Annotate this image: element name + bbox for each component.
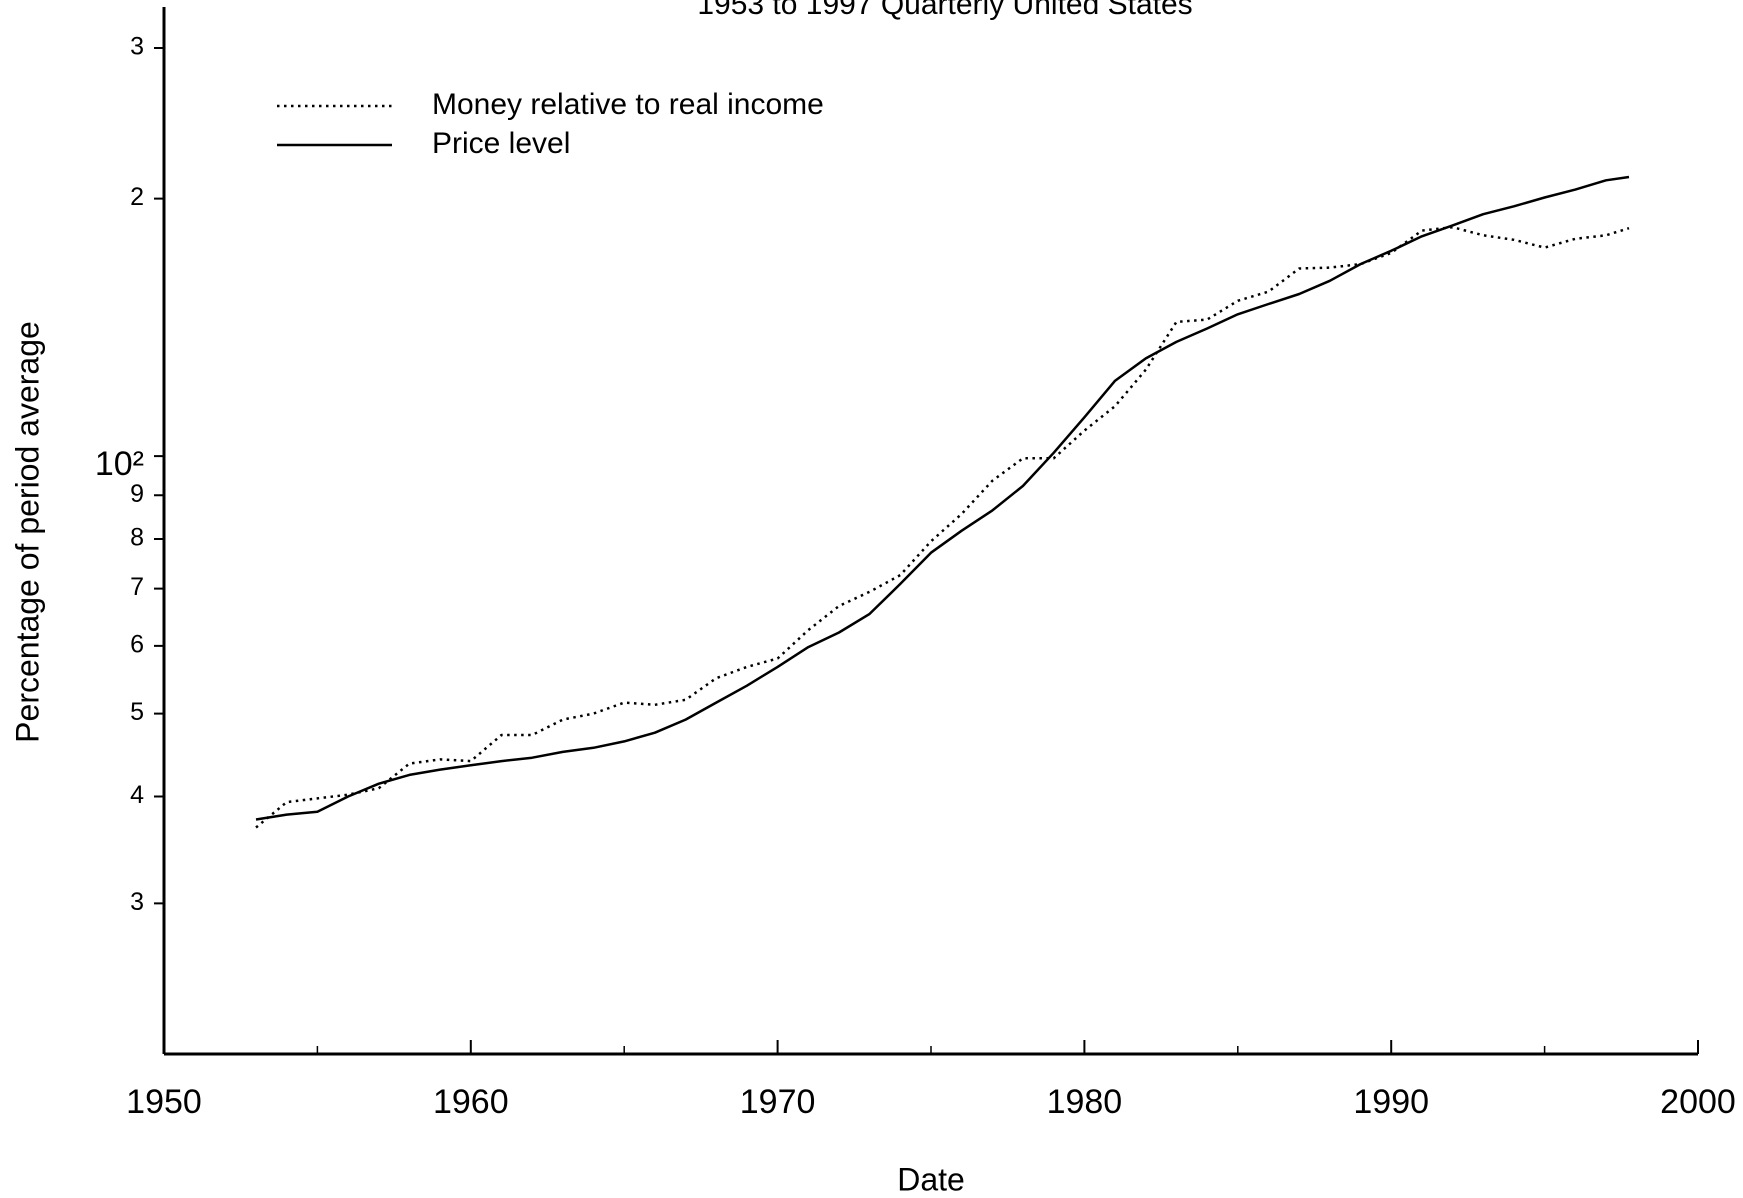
y-tick-label: 2 bbox=[130, 183, 144, 211]
x-tick-label: 1950 bbox=[126, 1083, 202, 1121]
y-tick-label: 6 bbox=[130, 630, 144, 658]
y-tick-label: 3 bbox=[130, 33, 144, 61]
x-tick-label: 1960 bbox=[433, 1083, 509, 1121]
x-tick-label: 2000 bbox=[1660, 1083, 1736, 1121]
legend-label: Price level bbox=[432, 127, 570, 160]
series-line bbox=[255, 175, 1630, 821]
y-tick-label: 9 bbox=[130, 480, 144, 508]
y-tick-label: 8 bbox=[130, 524, 144, 552]
series-line bbox=[255, 225, 1630, 829]
y-tick-label: 7 bbox=[130, 573, 144, 601]
x-tick-label: 1970 bbox=[740, 1083, 816, 1121]
x-axis-label: Date bbox=[897, 1161, 965, 1197]
y-tick-label: 4 bbox=[130, 781, 144, 809]
y-tick-label: 10² bbox=[95, 445, 144, 483]
x-tick-label: 1990 bbox=[1353, 1083, 1429, 1121]
y-tick-label: 5 bbox=[130, 698, 144, 726]
chart-title: 1953 to 1997 Quarterly United States bbox=[697, 0, 1192, 21]
x-tick-label: 1980 bbox=[1047, 1083, 1123, 1121]
y-tick-label: 3 bbox=[130, 888, 144, 916]
legend-label: Money relative to real income bbox=[432, 88, 824, 121]
y-axis-label: Percentage of period average bbox=[9, 321, 45, 743]
